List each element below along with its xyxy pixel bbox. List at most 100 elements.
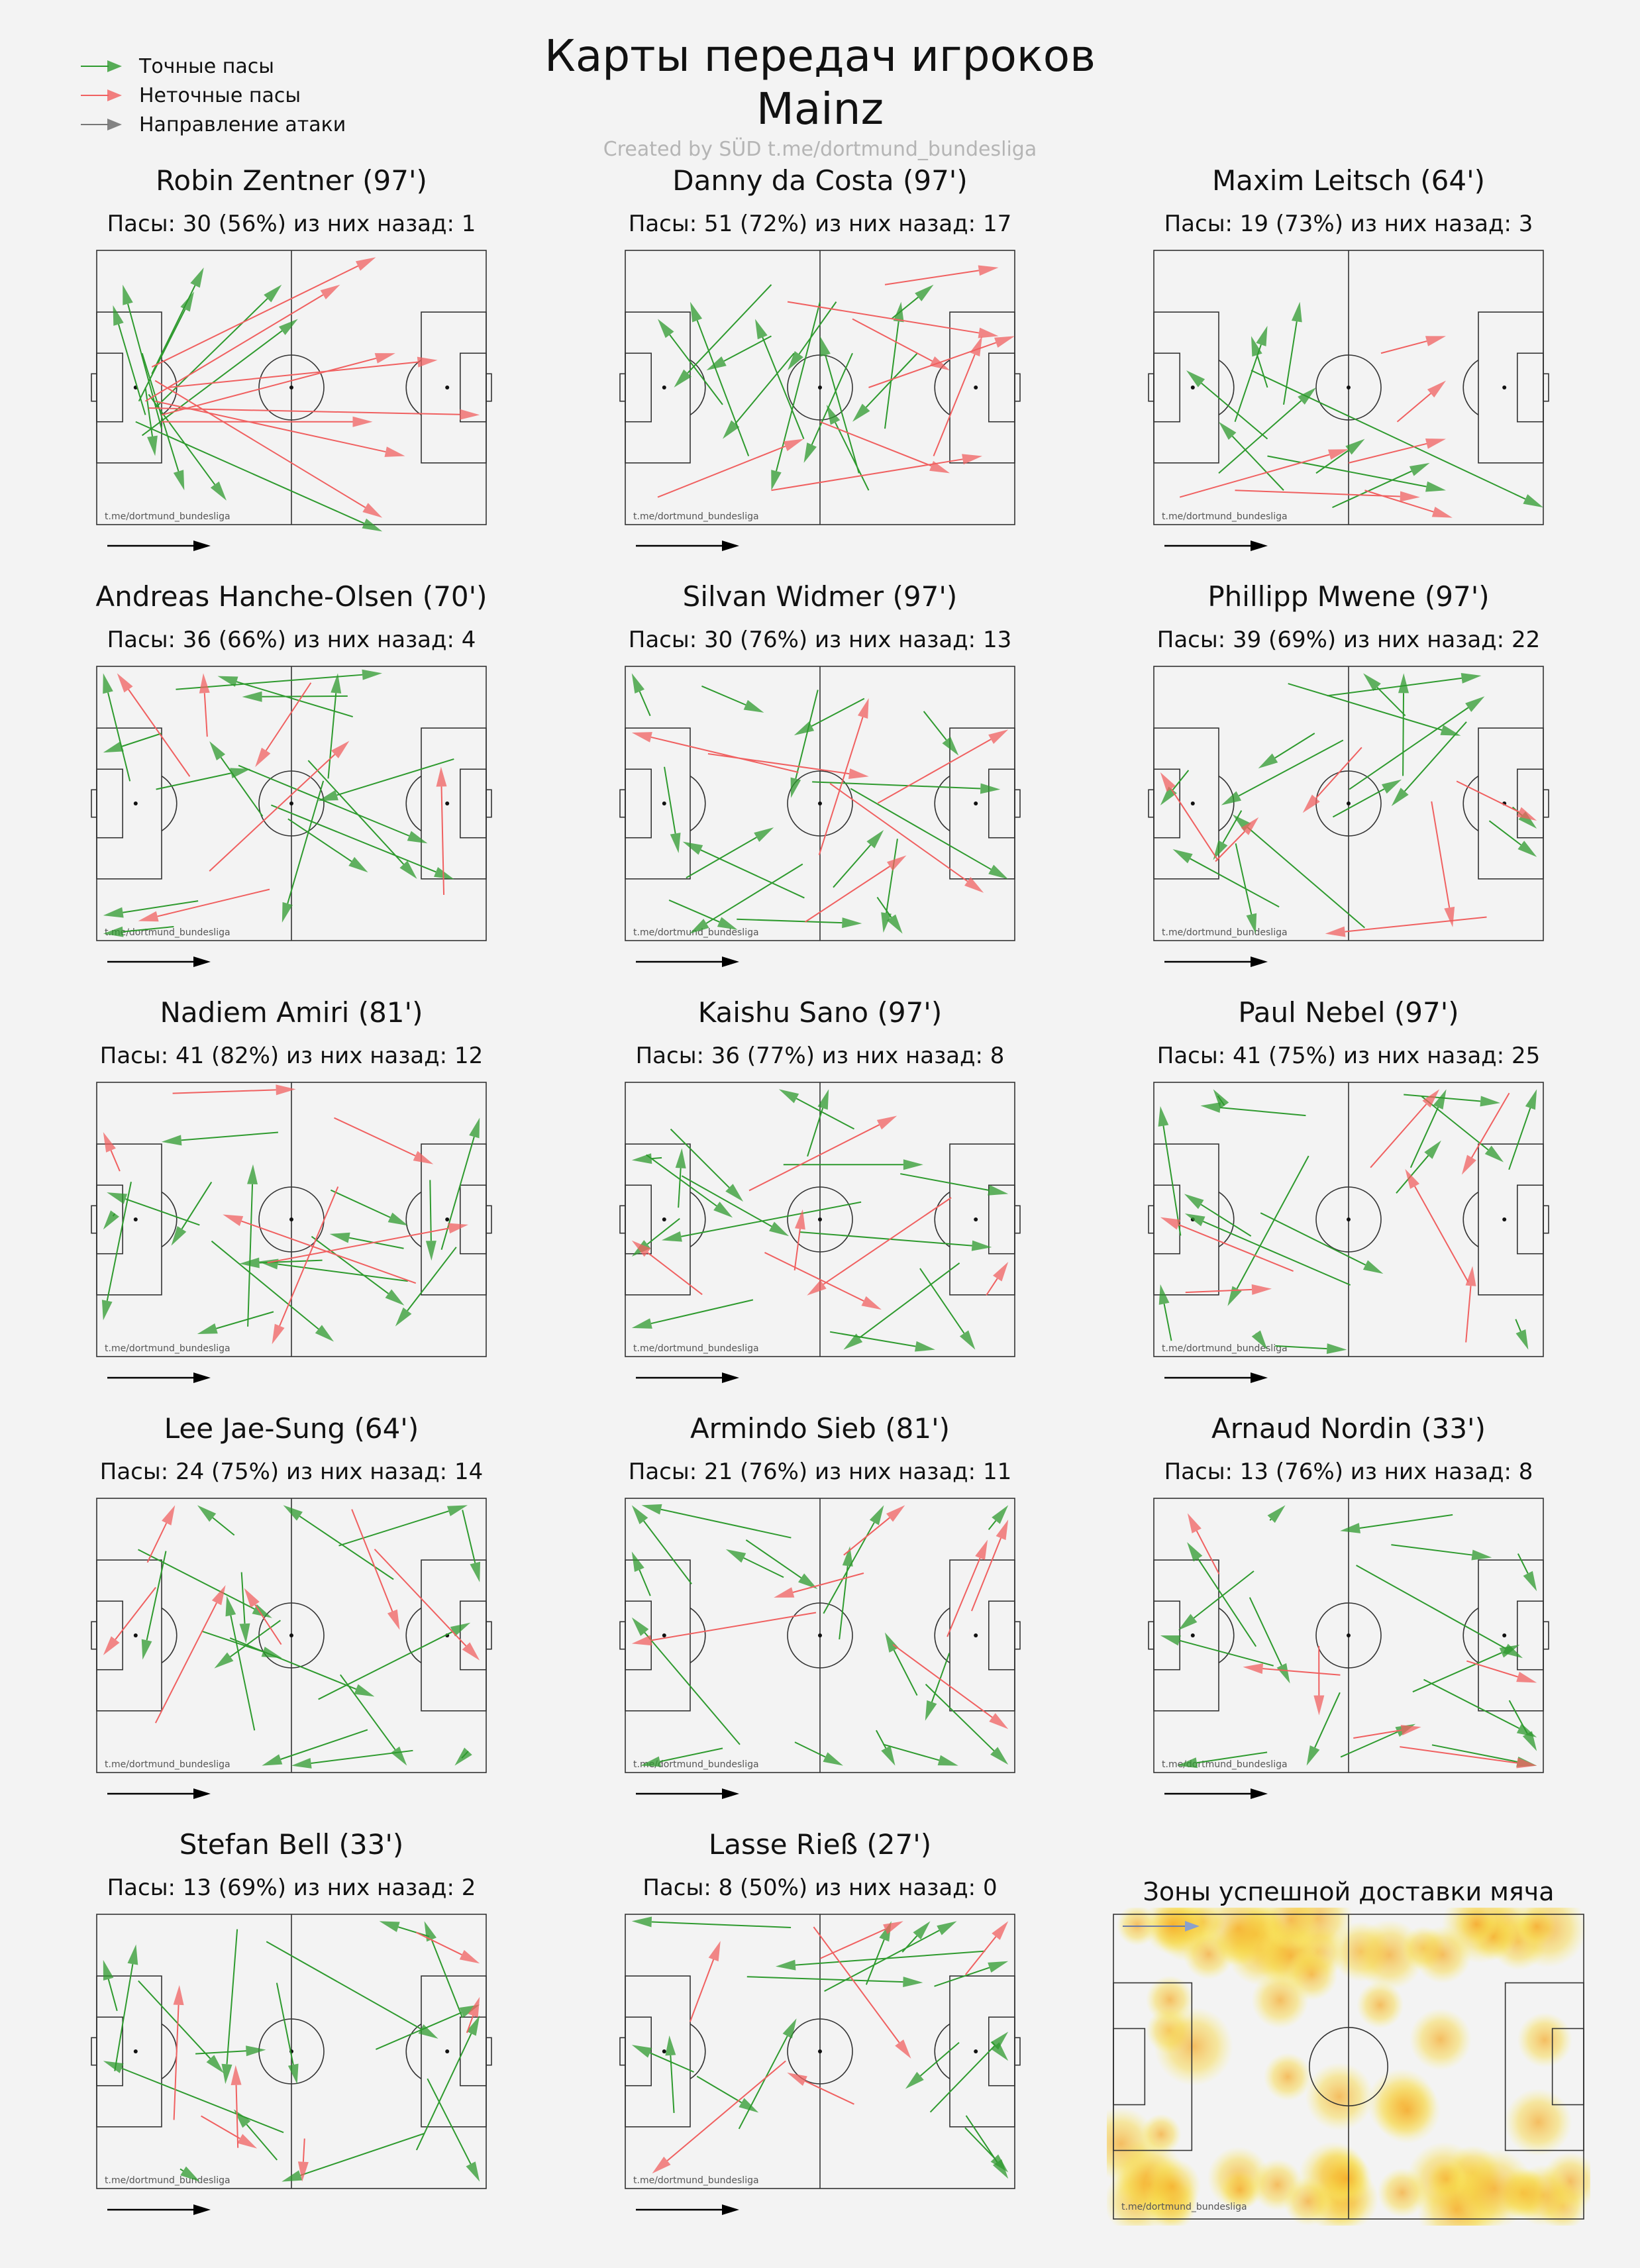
inaccurate-pass-arrow	[771, 454, 982, 491]
accurate-pass-arrow	[425, 1180, 436, 1261]
pass-map-pitch: t.me/dortmund_bundesliga	[619, 1914, 1021, 2215]
pass-map-pitch: t.me/dortmund_bundesliga	[1148, 250, 1549, 551]
inaccurate-pass-arrow	[1465, 1266, 1476, 1343]
accurate-pass-arrow	[1508, 1089, 1537, 1170]
pitch-lines	[91, 250, 492, 525]
inaccurate-pass-arrow	[631, 732, 799, 773]
title-line-1: Карты передач игроков	[544, 30, 1096, 81]
heatmap-pitch: t.me/dortmund_bundesliga	[1107, 1908, 1590, 2226]
accurate-pass-arrow	[696, 2075, 759, 2113]
heatmap-watermark: t.me/dortmund_bundesliga	[1121, 2202, 1247, 2212]
pass-map-pitch: t.me/dortmund_bundesliga	[91, 1082, 492, 1383]
inaccurate-pass-arrow	[764, 1252, 882, 1310]
inaccurate-pass-arrow	[748, 1115, 897, 1192]
legend-item-inaccurate: Неточные пасы	[78, 81, 346, 110]
accurate-pass-arrow	[138, 1980, 224, 2073]
accurate-pass-arrow	[424, 1921, 464, 2018]
watermark-text: t.me/dortmund_bundesliga	[1162, 1343, 1288, 1354]
accurate-pass-arrow	[631, 1299, 754, 1329]
accurate-pass-arrow	[1409, 1089, 1447, 1168]
inaccurate-pass-arrow	[1325, 916, 1487, 937]
inaccurate-pass-arrow	[1405, 1168, 1469, 1283]
inaccurate-pass-arrow	[852, 318, 950, 371]
inaccurate-pass-arrow	[466, 1996, 480, 2034]
accurate-pass-arrow	[287, 818, 368, 873]
accurate-pass-arrow	[778, 1089, 855, 1130]
accurate-pass-arrow	[233, 2109, 278, 2161]
accurate-pass-arrow	[266, 1941, 438, 2039]
inaccurate-pass-arrow	[168, 356, 438, 388]
accurate-pass-arrow	[1332, 779, 1402, 818]
accurate-pass-arrow	[141, 352, 185, 491]
accurate-pass-arrow	[852, 352, 918, 422]
accurate-pass-arrow	[807, 1089, 829, 1157]
accurate-pass-arrow	[755, 319, 805, 440]
heatmap-direction-arrow	[1123, 1921, 1200, 1932]
accurate-pass-arrow	[311, 1235, 405, 1306]
pitch-lines	[619, 250, 1021, 525]
inaccurate-pass-arrow	[146, 1505, 176, 1563]
accurate-pass-arrow	[675, 1148, 686, 1208]
player-name: Maxim Leitsch (64')	[1211, 164, 1486, 197]
player-name: Robin Zentner (97')	[156, 164, 427, 197]
accurate-pass-arrow	[631, 2045, 694, 2073]
inaccurate-pass-arrow	[1380, 336, 1446, 354]
legend-label-direction: Направление атаки	[139, 113, 346, 136]
inaccurate-pass-arrow	[1160, 1217, 1294, 1272]
accurate-pass-arrow	[415, 2015, 480, 2151]
watermark-text: t.me/dortmund_bundesliga	[105, 1343, 231, 1354]
inaccurate-pass-arrow	[1179, 449, 1349, 498]
accurate-pass-arrow	[1232, 814, 1365, 929]
accurate-pass-arrow	[113, 305, 146, 415]
accurate-pass-arrow	[1200, 1102, 1306, 1117]
accurate-pass-arrow	[991, 2041, 1009, 2061]
accurate-pass-arrow	[631, 1916, 792, 1928]
inaccurate-pass-arrow	[103, 1586, 156, 1655]
inaccurate-pass-arrow	[1461, 1092, 1510, 1175]
legend-label-accurate: Точные пасы	[139, 54, 274, 78]
inaccurate-pass-arrow	[892, 1644, 1009, 1729]
accurate-pass-arrow	[138, 1549, 272, 1618]
title-line-2: Mainz	[756, 83, 884, 134]
player-name: Andreas Hanche-Olsen (70')	[95, 580, 487, 613]
accurate-pass-arrow	[138, 291, 194, 402]
inaccurate-pass-arrow	[805, 855, 907, 923]
accurate-pass-arrow	[701, 685, 764, 713]
accurate-pass-arrow	[706, 335, 772, 371]
watermark-text: t.me/dortmund_bundesliga	[633, 1759, 759, 1770]
player-pass-stats: Пасы: 13 (76%) из них назад: 8	[1164, 1459, 1533, 1485]
pass-map-pitch: t.me/dortmund_bundesliga	[619, 250, 1021, 551]
player-name: Stefan Bell (33')	[179, 1828, 404, 1861]
accurate-pass-arrow	[1249, 1597, 1290, 1684]
attack-direction-arrow	[636, 956, 739, 967]
accurate-pass-arrow	[271, 804, 454, 880]
inaccurate-pass-arrow	[964, 1921, 1009, 1975]
watermark-text: t.me/dortmund_bundesliga	[105, 511, 231, 522]
heatmap-title: Зоны успешной доставки мяча	[1143, 1877, 1555, 1906]
inaccurate-pass-arrow	[144, 284, 340, 402]
accurate-pass-arrow	[641, 1747, 723, 1767]
accurate-pass-arrow	[1283, 301, 1302, 405]
accurate-pass-arrow	[307, 760, 417, 879]
inaccurate-pass-arrow	[868, 336, 1015, 388]
accurate-pass-arrow	[665, 2035, 676, 2113]
inaccurate-pass-arrow	[1187, 1513, 1220, 1574]
accurate-pass-arrow	[379, 1921, 430, 1937]
inaccurate-pass-arrow	[818, 697, 869, 855]
accurate-pass-arrow	[1158, 1284, 1172, 1341]
accurate-pass-arrow	[1158, 1106, 1182, 1236]
accurate-pass-arrow	[283, 1505, 394, 1580]
accurate-pass-arrow	[775, 1950, 986, 1971]
accurate-pass-arrow	[829, 1331, 935, 1352]
accurate-pass-arrow	[242, 691, 348, 702]
accurate-pass-arrow	[103, 733, 162, 753]
attack-direction-arrow	[636, 1788, 739, 1799]
accurate-pass-arrow	[1398, 673, 1409, 776]
accurate-pass-arrow	[670, 1128, 744, 1202]
inaccurate-pass-arrow	[1364, 490, 1453, 518]
player-name: Silvan Widmer (97')	[682, 580, 958, 613]
accurate-pass-arrow	[934, 1961, 1009, 1987]
accurate-pass-arrow	[1260, 1212, 1384, 1274]
legend: Точные пасы Неточные пасы Направление ат…	[78, 52, 346, 139]
accurate-pass-arrow	[239, 1257, 323, 1268]
